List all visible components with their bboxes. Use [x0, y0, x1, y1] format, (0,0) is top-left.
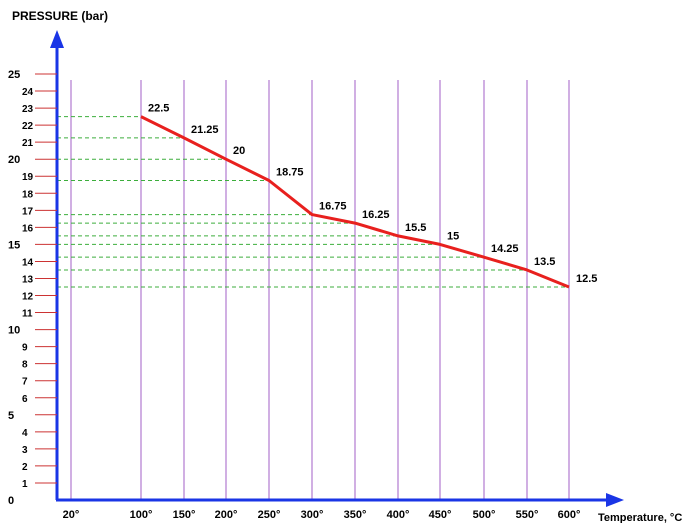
y-tick-label: 21 [22, 138, 34, 149]
x-axis-arrow [606, 493, 624, 507]
series-line [140, 115, 570, 289]
data-label: 21.25 [191, 124, 219, 136]
x-tick-label: 150° [173, 509, 196, 521]
data-label: 20 [233, 145, 245, 157]
y-tick-label: 12 [22, 292, 34, 303]
y-tick-label: 10 [8, 325, 20, 337]
x-tick-label: 450° [429, 509, 452, 521]
labels-layer: 22.5 21.25 20 18.75 16.75 16.25 15.5 15 14.25 13.… [148, 103, 597, 285]
x-axis-title: Temperature, °C [598, 512, 682, 523]
y-tick-label: 9 [22, 343, 28, 354]
x-tick-label: 20° [63, 509, 80, 521]
y-tick-label: 23 [22, 104, 34, 115]
y-tick-label: 20 [8, 154, 20, 166]
data-label: 16.75 [319, 201, 347, 213]
series-layer [140, 115, 570, 289]
x-tick-label: 400° [387, 509, 410, 521]
data-label: 15 [447, 230, 459, 242]
y-tick-label: 22 [22, 121, 34, 132]
y-tick-label: 18 [22, 189, 34, 200]
y-tick-label: 2 [22, 462, 28, 473]
data-label: 13.5 [534, 256, 555, 268]
y-tick-label: 14 [22, 257, 34, 268]
x-tick-label: 350° [344, 509, 367, 521]
x-tick-label: 200° [215, 509, 238, 521]
x-tick-label: 500° [473, 509, 496, 521]
y-tick-label: 1 [22, 479, 28, 490]
y-tick-label: 7 [22, 377, 28, 388]
y-tick-label: 15 [8, 239, 20, 251]
y-tick-label: 0 [8, 495, 14, 507]
y-tick-label: 6 [22, 394, 28, 405]
x-tick-label: 600° [558, 509, 581, 521]
data-label: 18.75 [276, 167, 304, 179]
y-tick-label: 24 [22, 87, 34, 98]
x-tick-label: 300° [301, 509, 324, 521]
x-tick-label: 550° [516, 509, 539, 521]
y-tick-label: 11 [22, 309, 33, 320]
data-label: 16.25 [362, 209, 390, 221]
data-label: 14.25 [491, 243, 519, 255]
x-tick-label: 100° [130, 509, 153, 521]
grid-layer [57, 80, 570, 500]
data-label: 15.5 [405, 222, 426, 234]
y-tick-label: 17 [22, 206, 34, 217]
y-tick-label: 19 [22, 172, 34, 183]
y-tick-label: 13 [22, 274, 34, 285]
y-tick-label: 4 [22, 428, 28, 439]
y-axis-arrow [50, 30, 64, 48]
y-tick-label: 8 [22, 360, 28, 371]
y-tick-label: 3 [22, 445, 28, 456]
data-label: 22.5 [148, 103, 169, 115]
y-tick-label: 16 [22, 223, 34, 234]
y-tick-label: 25 [8, 69, 20, 81]
axes-layer: 0123456789101112131415161718192021222324… [8, 30, 624, 521]
data-label: 12.5 [576, 273, 597, 285]
y-tick-label: 5 [8, 410, 14, 422]
x-tick-label: 250° [258, 509, 281, 521]
y-axis-title: PRESSURE (bar) [12, 9, 108, 23]
